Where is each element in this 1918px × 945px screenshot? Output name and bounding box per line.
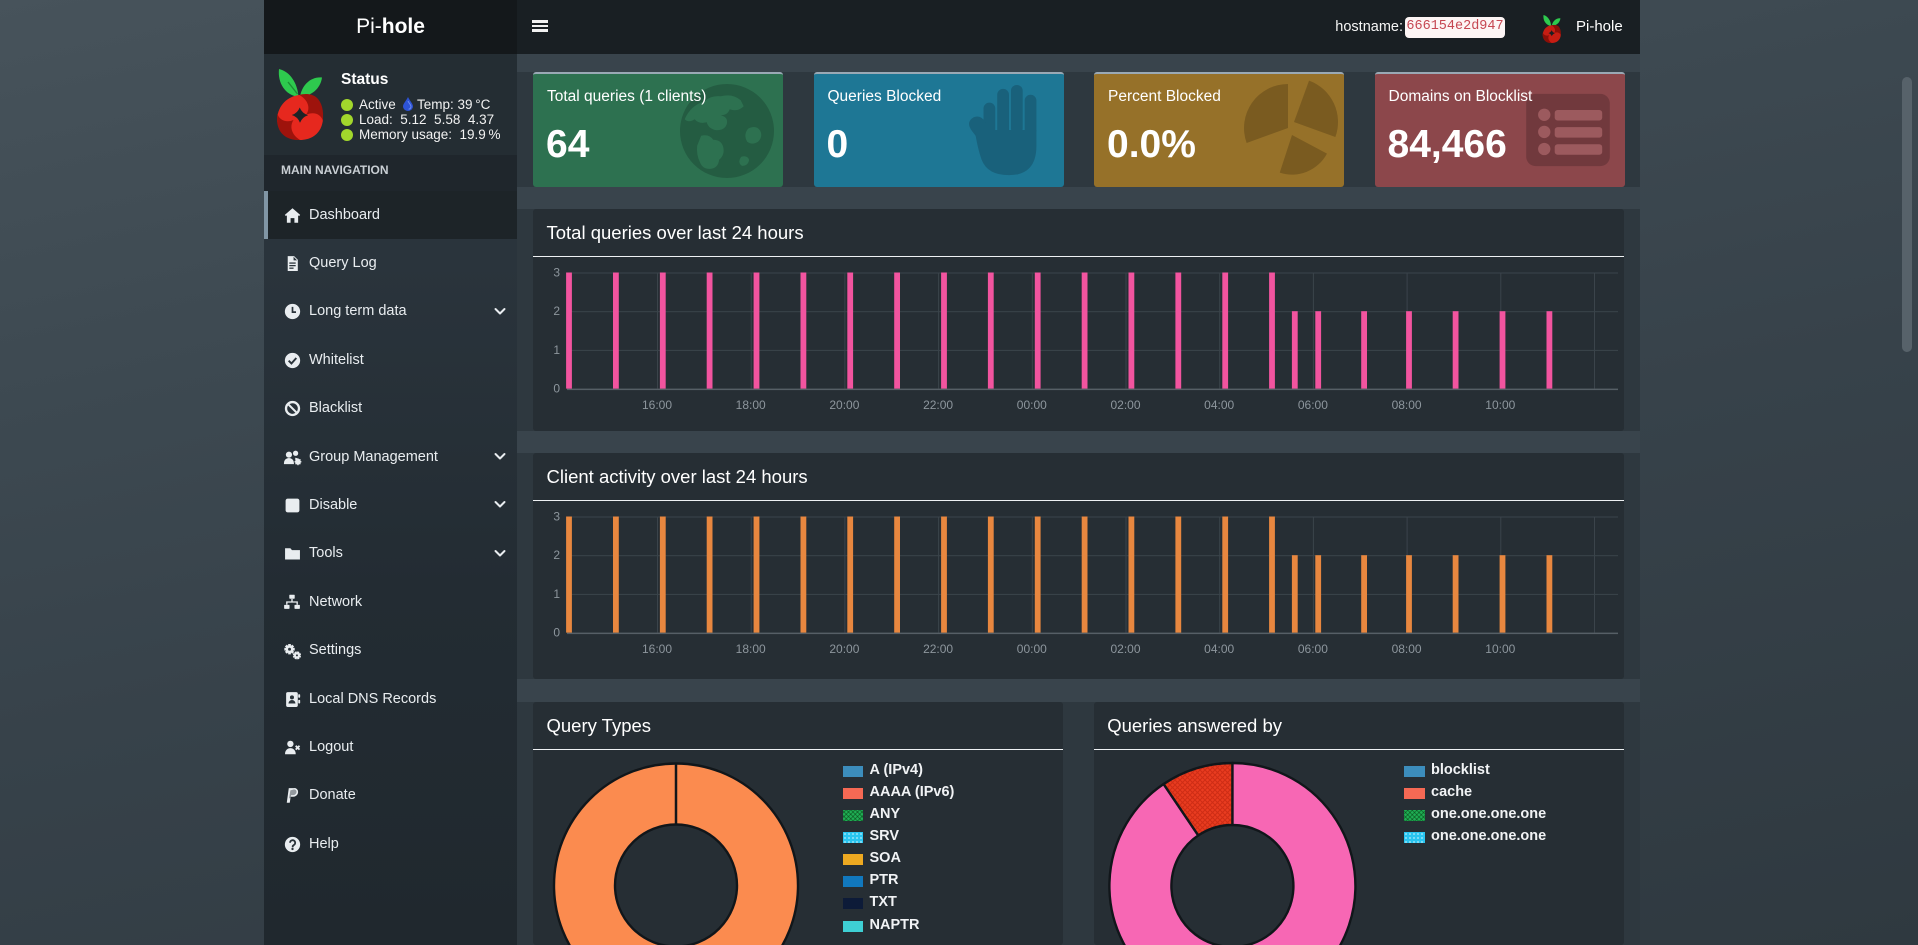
svg-text:08:00: 08:00 bbox=[1392, 398, 1422, 412]
svg-text:06:00: 06:00 bbox=[1298, 398, 1328, 412]
svg-text:10:00: 10:00 bbox=[1485, 398, 1515, 412]
svg-text:2: 2 bbox=[553, 548, 560, 562]
svg-text:1: 1 bbox=[553, 586, 560, 600]
svg-text:2: 2 bbox=[553, 304, 560, 318]
svg-text:00:00: 00:00 bbox=[1017, 398, 1047, 412]
svg-text:08:00: 08:00 bbox=[1392, 642, 1422, 656]
svg-text:16:00: 16:00 bbox=[642, 642, 672, 656]
svg-text:00:00: 00:00 bbox=[1017, 642, 1047, 656]
svg-text:04:00: 04:00 bbox=[1204, 642, 1234, 656]
svg-text:3: 3 bbox=[553, 509, 560, 523]
svg-text:22:00: 22:00 bbox=[923, 642, 953, 656]
svg-text:18:00: 18:00 bbox=[736, 398, 766, 412]
svg-text:22:00: 22:00 bbox=[923, 398, 953, 412]
svg-text:3: 3 bbox=[553, 265, 560, 279]
svg-text:20:00: 20:00 bbox=[829, 642, 859, 656]
svg-text:18:00: 18:00 bbox=[736, 642, 766, 656]
svg-text:0: 0 bbox=[553, 381, 560, 395]
svg-text:04:00: 04:00 bbox=[1204, 398, 1234, 412]
svg-text:02:00: 02:00 bbox=[1110, 642, 1140, 656]
svg-text:0: 0 bbox=[553, 625, 560, 639]
svg-text:06:00: 06:00 bbox=[1298, 642, 1328, 656]
svg-text:10:00: 10:00 bbox=[1485, 642, 1515, 656]
svg-text:02:00: 02:00 bbox=[1110, 398, 1140, 412]
svg-text:16:00: 16:00 bbox=[642, 398, 672, 412]
svg-text:20:00: 20:00 bbox=[829, 398, 859, 412]
svg-text:1: 1 bbox=[553, 342, 560, 356]
